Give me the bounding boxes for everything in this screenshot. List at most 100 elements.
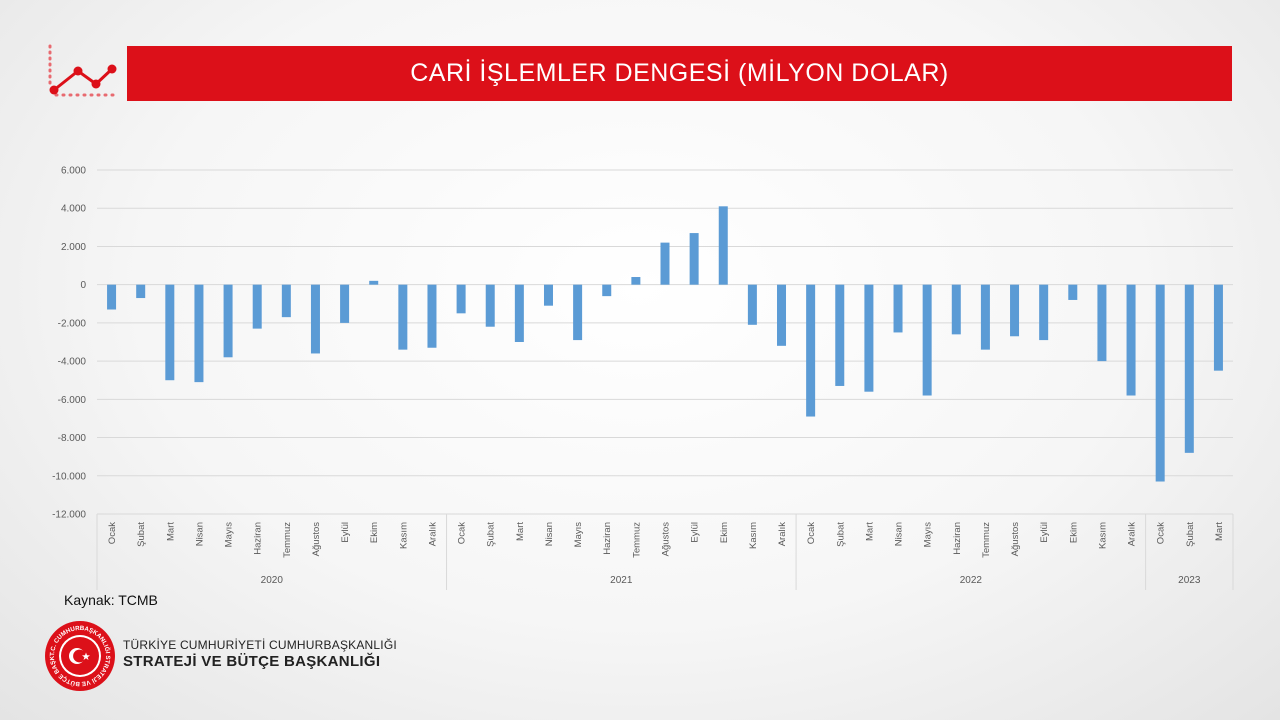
bar-2021-4 — [543, 284, 553, 306]
bar-2020-5 — [223, 284, 233, 358]
x-tick-label: Ağustos — [1010, 522, 1021, 557]
y-tick-label: -8.000 — [58, 433, 87, 444]
bar-2020-12 — [427, 284, 437, 348]
x-tick-label: Ocak — [806, 522, 817, 544]
x-tick-label: Temmuz — [282, 522, 293, 558]
x-tick-label: Mayıs — [573, 522, 584, 548]
presidency-seal-icon: T.C. CUMHURBAŞKANLIĞI STRATEJİ VE BÜTÇE … — [44, 620, 115, 691]
bar-2021-8 — [660, 242, 670, 285]
x-tick-label: Ocak — [1156, 522, 1167, 544]
x-tick-label: Nisan — [544, 522, 555, 546]
x-tick-label: Haziran — [952, 522, 963, 555]
y-tick-label: -6.000 — [58, 395, 87, 406]
y-tick-label: -4.000 — [58, 357, 87, 368]
x-tick-label: Mart — [864, 522, 875, 541]
year-label: 2023 — [1178, 575, 1201, 586]
y-tick-label: 4.000 — [61, 204, 86, 215]
x-tick-label: Kasım — [1097, 522, 1108, 549]
x-tick-label: Haziran — [602, 522, 613, 555]
x-tick-label: Şubat — [136, 522, 147, 547]
bar-2023-1 — [1155, 284, 1165, 482]
bar-2022-6 — [951, 284, 961, 335]
title-banner: CARİ İŞLEMLER DENGESİ (MİLYON DOLAR) — [127, 46, 1232, 101]
source-note: Kaynak: TCMB — [64, 592, 158, 608]
year-label: 2020 — [261, 575, 284, 586]
bar-2022-4 — [893, 284, 903, 333]
bar-2020-8 — [310, 284, 320, 354]
x-tick-label: Mayıs — [224, 522, 235, 548]
y-tick-label: -12.000 — [52, 510, 86, 521]
y-tick-label: 2.000 — [61, 242, 86, 253]
page-title: CARİ İŞLEMLER DENGESİ (MİLYON DOLAR) — [410, 59, 949, 87]
bar-2020-3 — [165, 284, 175, 381]
x-tick-label: Nisan — [194, 522, 205, 546]
x-tick-label: Ağustos — [311, 522, 322, 557]
bar-2021-12 — [777, 284, 787, 346]
bar-2022-2 — [835, 284, 845, 386]
x-tick-label: Temmuz — [631, 522, 642, 558]
bar-2020-4 — [194, 284, 204, 383]
x-tick-label: Eylül — [340, 522, 351, 543]
org-name-line1: TÜRKİYE CUMHURİYETİ CUMHURBAŞKANLIĞI — [123, 638, 397, 652]
trend-line-icon — [48, 44, 117, 97]
bar-2020-10 — [369, 280, 379, 285]
bar-2022-5 — [922, 284, 932, 396]
bar-2021-9 — [689, 233, 699, 285]
bar-2020-6 — [252, 284, 262, 329]
bar-2022-9 — [1039, 284, 1049, 341]
y-tick-label: 6.000 — [61, 166, 86, 177]
x-tick-label: Ekim — [719, 522, 730, 543]
bar-2021-10 — [718, 206, 728, 285]
bar-2022-11 — [1097, 284, 1107, 362]
bar-2022-12 — [1126, 284, 1136, 396]
x-tick-label: Şubat — [1185, 522, 1196, 547]
bar-2021-2 — [485, 284, 495, 327]
x-tick-label: Kasım — [398, 522, 409, 549]
x-tick-label: Temmuz — [981, 522, 992, 558]
bar-2021-1 — [456, 284, 466, 314]
x-tick-label: Nisan — [894, 522, 905, 546]
bar-2020-9 — [340, 284, 350, 323]
bar-2021-6 — [602, 284, 612, 297]
year-label: 2022 — [960, 575, 983, 586]
bar-2020-2 — [136, 284, 146, 299]
y-tick-label: 0 — [80, 280, 86, 291]
bar-2022-3 — [864, 284, 874, 392]
x-tick-label: Ocak — [107, 522, 118, 544]
x-tick-label: Mayıs — [923, 522, 934, 548]
bar-2022-7 — [980, 284, 990, 350]
bar-2022-1 — [806, 284, 816, 417]
bar-2020-1 — [107, 284, 117, 310]
bar-2020-7 — [281, 284, 291, 318]
year-label: 2021 — [610, 575, 633, 586]
x-tick-label: Ocak — [457, 522, 468, 544]
bar-2021-5 — [573, 284, 583, 341]
x-tick-label: Haziran — [253, 522, 264, 555]
x-tick-label: Aralık — [1127, 522, 1138, 547]
x-tick-label: Ekim — [369, 522, 380, 543]
bar-2023-3 — [1213, 284, 1223, 371]
bar-2021-11 — [747, 284, 757, 325]
bar-2021-7 — [631, 277, 641, 285]
x-tick-label: Mart — [1214, 522, 1225, 541]
bar-2020-11 — [398, 284, 408, 350]
x-tick-label: Eylül — [1039, 522, 1050, 543]
x-tick-label: Mart — [515, 522, 526, 541]
y-tick-label: -10.000 — [52, 471, 86, 482]
x-tick-label: Mart — [165, 522, 176, 541]
x-tick-label: Ekim — [1068, 522, 1079, 543]
x-tick-label: Şubat — [835, 522, 846, 547]
x-tick-label: Ağustos — [661, 522, 672, 557]
x-tick-label: Aralık — [777, 522, 788, 547]
bar-2022-8 — [1010, 284, 1020, 337]
x-tick-label: Kasım — [748, 522, 759, 549]
bar-2021-3 — [514, 284, 524, 342]
bar-2023-2 — [1184, 284, 1194, 453]
y-tick-label: -2.000 — [58, 318, 87, 329]
x-tick-label: Eylül — [690, 522, 701, 543]
x-tick-label: Şubat — [486, 522, 497, 547]
x-tick-label: Aralık — [427, 522, 438, 547]
org-name-line2: STRATEJİ VE BÜTÇE BAŞKANLIĞI — [123, 653, 381, 670]
bar-2022-10 — [1068, 284, 1078, 300]
